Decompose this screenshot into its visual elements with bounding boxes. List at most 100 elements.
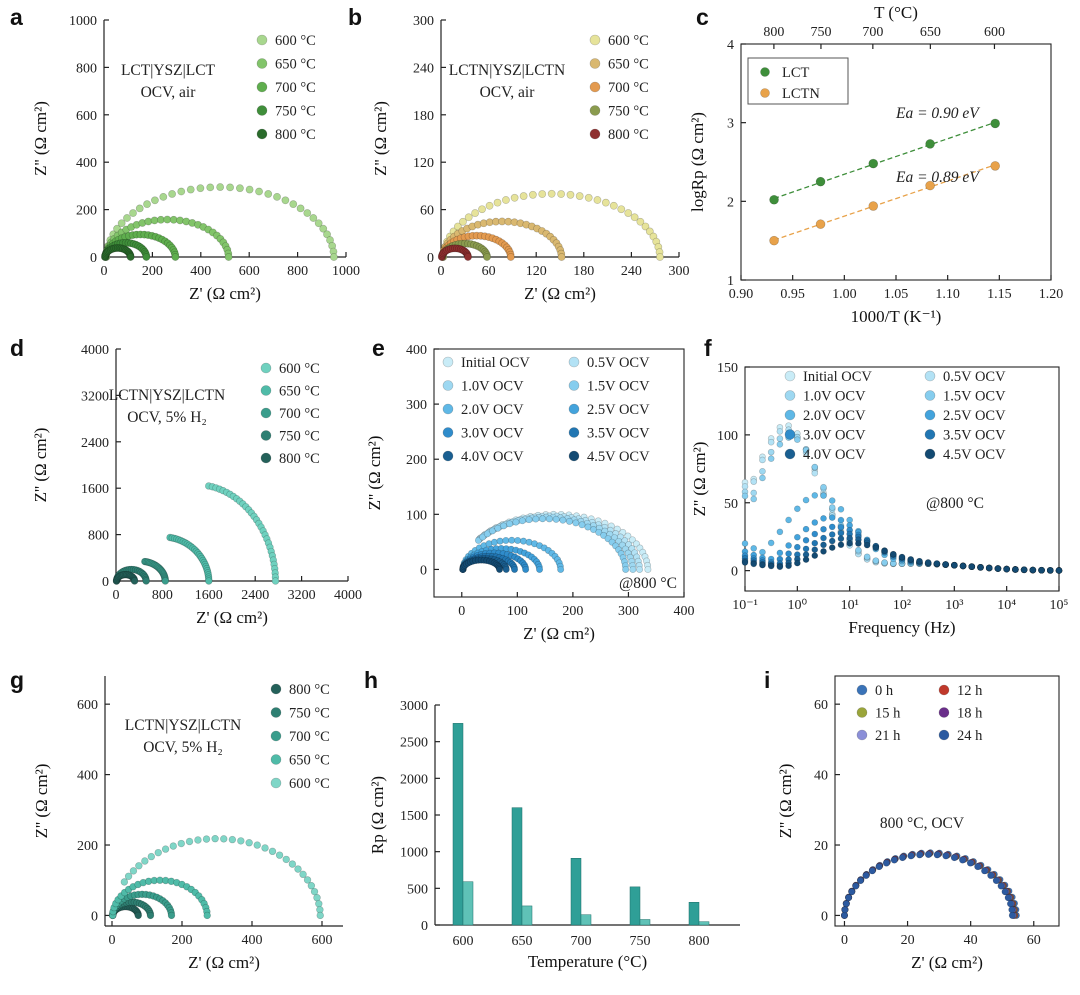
legend-marker <box>442 380 454 391</box>
data-point <box>506 520 514 528</box>
data-point <box>776 549 784 557</box>
data-point <box>898 854 906 862</box>
data-point <box>889 550 897 558</box>
y-axis-title: logRp (Ω cm²) <box>688 112 707 212</box>
data-point <box>811 552 819 559</box>
panel-label: c <box>696 4 709 30</box>
legend-marker <box>589 105 601 116</box>
data-point <box>622 565 630 573</box>
x-tick-label: 60 <box>1027 933 1041 948</box>
data-point <box>882 859 890 867</box>
data-point <box>992 877 1000 885</box>
data-point <box>168 190 176 198</box>
bar <box>688 902 700 926</box>
y-tick-label: 600 <box>77 698 98 713</box>
legend-marker <box>442 427 454 438</box>
data-point <box>1001 888 1009 896</box>
y-tick-label: 0 <box>91 909 98 924</box>
data-point <box>494 524 502 532</box>
data-point <box>925 180 935 191</box>
data-point <box>985 564 993 572</box>
data-point <box>565 517 573 525</box>
data-point <box>794 559 801 567</box>
data-point <box>741 483 749 490</box>
x-tick-label: 0 <box>841 933 848 948</box>
data-point <box>951 561 958 569</box>
panel-f: 10⁻¹ 10⁰ 10¹ 10² 10³ 10⁴ 10⁵ 0 50 100 150 Frequency… <box>690 335 1069 637</box>
y-tick-label: 300 <box>413 14 434 29</box>
y-tick-label: 2000 <box>400 772 428 787</box>
data-point <box>987 871 995 879</box>
legend-marker <box>924 390 936 401</box>
data-point <box>820 525 827 533</box>
data-point <box>750 560 758 568</box>
data-point <box>1008 911 1016 919</box>
data-point <box>275 851 284 859</box>
data-point <box>924 559 932 566</box>
y-tick-label: 400 <box>406 343 427 358</box>
legend-entry: 24 h <box>957 728 983 744</box>
legend-entry: 600 °C <box>608 33 649 49</box>
data-point <box>203 911 211 920</box>
legend-marker <box>256 34 268 46</box>
data-point <box>811 546 819 553</box>
data-point <box>820 548 827 555</box>
data-point <box>525 516 533 524</box>
data-point <box>845 894 853 902</box>
y-tick-label: 1500 <box>400 809 428 824</box>
legend-marker <box>442 403 454 415</box>
annotation-text: LCT|YSZ|LCT <box>121 62 216 79</box>
legend-entry: 600 °C <box>289 776 330 792</box>
data-point <box>584 523 592 531</box>
data-point <box>776 435 784 442</box>
data-point <box>303 876 312 884</box>
data-point <box>863 541 871 549</box>
data-point <box>220 835 228 843</box>
legend-entry: 4.0V OCV <box>803 447 866 463</box>
y-axis-title: Z'' (Ω cm²) <box>31 101 50 176</box>
data-point <box>511 565 519 573</box>
data-point <box>881 547 888 555</box>
legend-marker <box>568 450 580 462</box>
x-tick-label: 180 <box>573 264 594 279</box>
data-point <box>997 882 1005 890</box>
data-point <box>226 183 234 192</box>
data-point <box>776 428 784 435</box>
legend-entry: 0.5V OCV <box>587 355 650 371</box>
data-point <box>186 185 195 194</box>
data-point <box>811 469 819 477</box>
data-point <box>255 187 263 196</box>
data-point <box>1006 900 1014 908</box>
panel-label: h <box>364 667 378 693</box>
legend-entry: 700 °C <box>275 80 316 96</box>
legend-entry: 650 °C <box>289 753 330 769</box>
data-point <box>216 183 225 191</box>
data-point <box>794 505 801 513</box>
legend-entry: 2.5V OCV <box>587 402 650 418</box>
x-tick-label: 10⁰ <box>788 598 808 613</box>
x-tick-label: 4000 <box>334 588 362 603</box>
top-axis-title: T (°C) <box>874 3 918 22</box>
legend-marker <box>784 390 796 401</box>
data-point <box>624 532 632 540</box>
data-point <box>502 196 510 204</box>
legend-marker <box>784 370 796 382</box>
activation-energy-label: Ea = 0.90 eV <box>895 105 980 122</box>
data-point <box>855 540 862 547</box>
data-point <box>323 230 331 239</box>
data-point <box>143 200 151 209</box>
bar <box>639 919 651 926</box>
legend-marker <box>589 34 601 46</box>
y-tick-label: 40 <box>814 769 828 784</box>
data-point <box>645 227 654 236</box>
x-tick-label: 300 <box>618 604 639 619</box>
x-tick-label: 0 <box>438 264 445 279</box>
y-tick-label: 0 <box>427 251 434 266</box>
data-point <box>566 190 575 199</box>
data-point <box>811 463 819 471</box>
data-point <box>863 553 871 561</box>
data-point <box>510 193 519 202</box>
data-point <box>532 515 540 523</box>
data-point <box>485 201 494 210</box>
